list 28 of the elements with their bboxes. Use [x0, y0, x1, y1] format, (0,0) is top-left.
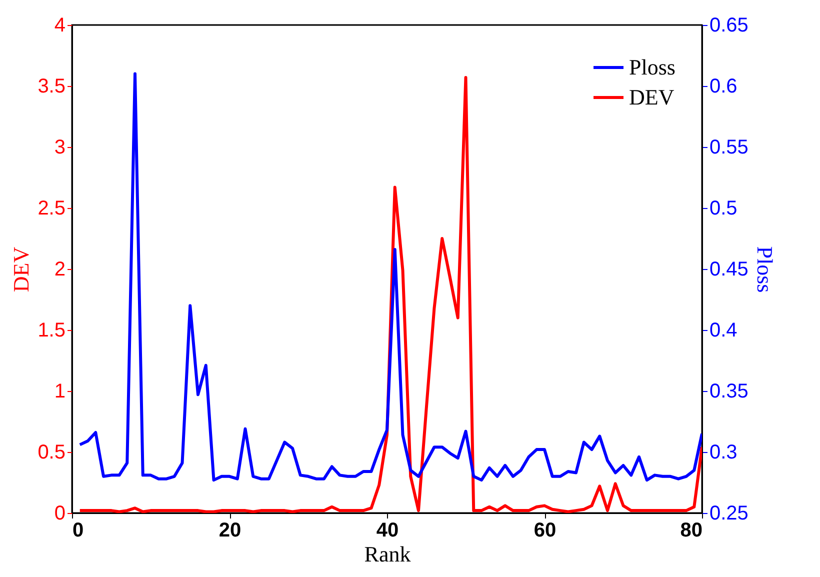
y-tick-label: 3 [54, 136, 66, 158]
y2-tick-label: 0.45 [710, 258, 748, 280]
x-axis-title: Rank [364, 542, 411, 566]
y2-tick-label: 0.55 [710, 136, 748, 158]
y-tick-label: 2.5 [38, 198, 66, 220]
y-axis-title: DEV [8, 246, 34, 292]
y-tick-label: 1.5 [38, 320, 66, 342]
y2-axis-title: Ploss [752, 246, 778, 293]
legend-label: Ploss [629, 54, 676, 80]
y2-tick-label: 0.3 [710, 442, 738, 464]
y2-tick-label: 0.6 [710, 76, 738, 98]
y-tick-label: 2 [54, 258, 66, 280]
x-tick-label: 80 [680, 520, 702, 542]
y-tick-label: 3.5 [38, 76, 66, 98]
y2-tick-label: 0.5 [710, 198, 738, 220]
y-tick-label: 1 [54, 380, 66, 402]
y2-tick-label: 0.35 [710, 380, 748, 402]
y-tick-label: 0 [54, 502, 66, 524]
y2-tick-label: 0.65 [710, 14, 748, 36]
y-tick-label: 4 [54, 14, 66, 36]
y2-tick-label: 0.4 [710, 320, 738, 342]
x-tick-label: 60 [534, 520, 556, 542]
y2-tick-label: 0.25 [710, 502, 748, 524]
y-tick-label: 0.5 [38, 442, 66, 464]
x-tick-label: 20 [218, 520, 242, 542]
legend-label: DEV [629, 84, 674, 110]
x-tick-label: 40 [376, 520, 399, 542]
x-tick-label: 0 [72, 520, 84, 542]
